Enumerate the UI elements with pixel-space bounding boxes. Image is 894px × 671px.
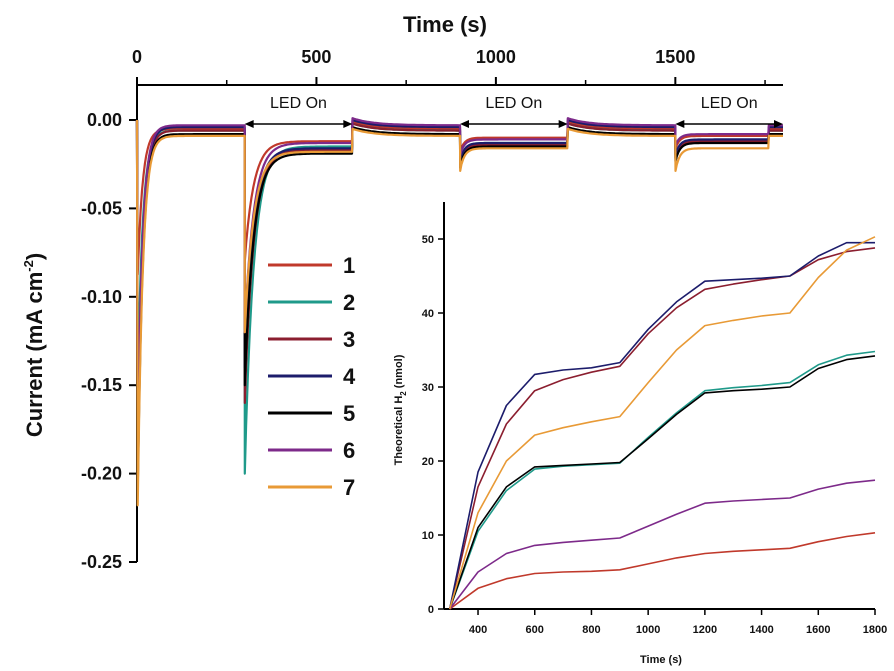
inset-axes	[443, 202, 875, 610]
led-arrow-head-right	[558, 120, 568, 128]
main-x-tick-label: 0	[132, 47, 142, 67]
legend-label-3: 3	[343, 327, 355, 352]
inset-series-7-line	[448, 236, 876, 610]
inset-x-tick-label: 1800	[863, 624, 887, 636]
inset-series-5-line	[448, 355, 876, 610]
inset-series-1-line	[449, 532, 876, 610]
main-y-tick-label: -0.25	[81, 552, 122, 572]
inset-x-tick-label: 800	[582, 624, 600, 636]
main-y-axis-title-text: Current (mA cm	[22, 272, 47, 437]
inset-y-ticks: 0 10 20 30 40 50	[422, 234, 444, 616]
inset-x-tick-label: 1000	[636, 624, 660, 636]
inset-x-tick-label: 400	[469, 624, 487, 636]
main-x-tick-label: 1000	[476, 47, 516, 67]
inset-x-tick-label: 600	[526, 624, 544, 636]
inset-chart: 400 600 800 1000 1200 1400 1600 1800 0 10 20 30 40 5…	[393, 198, 887, 666]
led-on-label: LED On	[485, 95, 542, 112]
inset-x-tick-label: 1600	[806, 624, 830, 636]
main-y-axis-title-sup: -2	[21, 260, 36, 272]
inset-y-tick-label: 50	[422, 234, 434, 246]
inset-y-axis-title-text: Theoretical H	[393, 396, 405, 466]
led-annotations: LED On LED On LED On	[244, 95, 783, 128]
inset-x-tick-label: 1200	[693, 624, 717, 636]
led-arrow-head-left	[244, 120, 254, 128]
led-arrow-head-left	[675, 120, 685, 128]
main-series-6-line	[135, 117, 783, 429]
main-chart: Time (s) 0 500 1000 1500 0.00 -0.05 -0.10 -0.1…	[21, 12, 783, 572]
main-series-group	[135, 117, 783, 507]
main-y-axis-title: Current (mA cm-2)	[21, 253, 47, 437]
led-arrow-head-right	[774, 120, 783, 128]
inset-y-tick-label: 0	[428, 604, 434, 616]
legend-label-4: 4	[343, 364, 356, 389]
main-y-tick-label: -0.20	[81, 464, 122, 484]
inset-background	[444, 198, 884, 610]
legend: 1 2 3 4 5 6 7	[268, 253, 356, 500]
main-series-7-line	[135, 119, 783, 507]
legend-label-5: 5	[343, 401, 355, 426]
main-y-tick-label: -0.05	[81, 198, 122, 218]
inset-x-ticks: 400 600 800 1000 1200 1400 1600 1800	[469, 609, 887, 636]
inset-y-tick-label: 40	[422, 308, 434, 320]
led-on-label: LED On	[701, 95, 758, 112]
inset-y-tick-label: 10	[422, 530, 434, 542]
inset-series-group	[448, 236, 876, 610]
main-x-ticks: 0 500 1000 1500	[132, 47, 766, 85]
inset-series-4-line	[448, 241, 875, 610]
led-arrow-head-left	[460, 120, 469, 128]
main-y-tick-label: -0.15	[81, 375, 122, 395]
led-arrow-head-right	[343, 120, 353, 128]
main-y-tick-label: -0.10	[81, 287, 122, 307]
inset-series-3-line	[448, 247, 876, 610]
led-on-label: LED On	[270, 95, 327, 112]
main-y-axis-title-close: )	[22, 253, 47, 260]
inset-y-tick-label: 20	[422, 456, 434, 468]
inset-series-6-line	[449, 479, 876, 610]
legend-label-1: 1	[343, 253, 355, 278]
inset-x-axis-title: Time (s)	[640, 654, 682, 666]
inset-y-tick-label: 30	[422, 382, 434, 394]
main-y-tick-label: 0.00	[87, 110, 122, 130]
main-x-tick-label: 500	[301, 47, 331, 67]
inset-series-2-line	[448, 350, 876, 610]
legend-label-7: 7	[343, 475, 355, 500]
legend-label-2: 2	[343, 290, 355, 315]
inset-y-axis-title-sub: 2	[399, 391, 408, 396]
legend-label-6: 6	[343, 438, 355, 463]
main-y-ticks: 0.00 -0.05 -0.10 -0.15 -0.20 -0.25	[81, 110, 137, 572]
main-x-tick-label: 1500	[655, 47, 695, 67]
inset-x-tick-label: 1400	[749, 624, 773, 636]
inset-y-axis-title-close: (nmol)	[393, 354, 405, 391]
inset-y-axis-title: Theoretical H2 (nmol)	[393, 354, 408, 465]
main-x-axis-title: Time (s)	[403, 12, 487, 37]
